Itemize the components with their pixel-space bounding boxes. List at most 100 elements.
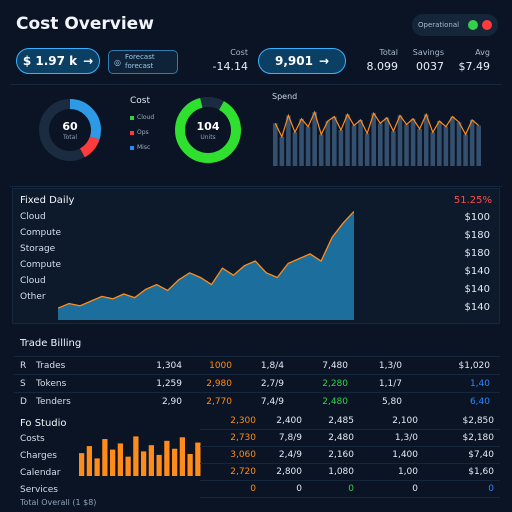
mini-bar [397,115,403,166]
donut-charts [39,97,241,163]
mini-chart-panel: Spend [268,90,500,172]
area-chart-change: 51.25% [453,195,492,206]
bottom-cell: 1,400 [392,450,418,460]
area-right-label: $180 [464,230,490,241]
mini-chart-title: Spend [272,92,298,101]
mini-bar [456,122,462,166]
billing-table: R Trades 1,304 1000 1,8/4 7,480 1,3/0 $1,020 S To… [14,356,500,410]
legend-swatch [130,145,134,150]
table-cell: 2,90 [161,397,182,407]
mini-bar [443,126,449,166]
bottom-bar [179,437,185,476]
mini-bar [437,121,442,166]
mini-bar [305,126,311,166]
mini-bar [325,121,331,166]
table-row[interactable]: S Tokens 1,259 2,980 2,7/9 2,280 1,1/7 1,40 [14,374,500,392]
bottom-bar [141,451,147,476]
donut-panel: 60 Total 104 Units Cost Cloud Ops Misc [14,90,260,172]
bottom-bar [110,449,116,476]
bottom-bar [133,436,139,476]
bottom-bar [148,445,154,476]
arrow-right-icon: → [83,54,94,68]
table-cell: 5,80 [381,397,402,407]
kpi-pill-spend[interactable]: $ 1.97 k → [16,48,100,74]
bottom-cell: 0 [348,484,354,494]
bottom-cell: 0 [412,484,418,494]
row-name: Tenders [36,397,71,407]
mini-bar [371,113,376,166]
forecast-icon: ◎ [114,57,121,67]
bottom-cell: 2,480 [328,433,354,443]
bottom-bar [94,458,100,476]
bottom-title: Fo Studio [20,418,67,429]
area-fill [58,211,354,320]
legend-item: Cloud [130,114,154,121]
area-right-label: $140 [464,266,490,277]
status-label: Operational [418,21,460,29]
mini-bar [292,132,298,166]
donut2-green-arc [175,97,241,163]
area-left-labels: Cloud Compute Storage Compute Cloud Othe… [20,212,61,302]
bottom-bar [117,443,123,476]
bottom-cell: $2,180 [462,433,495,443]
area-left-label: Compute [20,260,62,270]
stat1-value: -14.14 [212,60,248,73]
bottom-labels: Costs Charges Calendar Services [20,434,60,495]
table-cell: $1,020 [458,361,491,371]
bottom-cell: 2,4/9 [278,450,302,460]
stat3-label: Savings [412,48,444,57]
row-divider [200,497,500,498]
legend-item: Ops [130,129,154,136]
mini-bar [364,133,370,166]
bottom-label: Services [20,485,58,495]
legend-label: Misc [137,144,151,151]
bottom-cell: 0 [296,484,302,494]
stat4-value: $7.49 [458,60,491,73]
donut-legend-title: Cost [130,96,151,106]
donut1-blue-arc [39,99,101,161]
bottom-cell: 2,720 [230,467,256,477]
arrow-right-icon: → [318,54,330,68]
status-green-dot [468,20,478,30]
mini-bar [338,130,344,166]
area-chart [58,210,354,320]
table-cell: 1,304 [156,361,182,371]
page-title: Cost Overview [16,14,154,34]
legend-label: Cloud [137,114,155,121]
mini-bar-chart [273,110,481,166]
divider [10,186,502,187]
row-name: Trades [36,361,66,371]
mini-bar [417,128,422,166]
mini-bar [318,134,324,166]
mini-bar [423,114,429,166]
area-line [58,210,354,309]
mini-bar [286,115,291,166]
bottom-bar [125,456,131,476]
area-left-label: Storage [20,244,56,254]
bottom-bar-chart [79,436,201,476]
bottom-cell: $2,850 [462,416,495,426]
stat2-value: 8.099 [366,60,399,73]
mini-bar [312,112,317,166]
table-cell: 1,1/7 [378,379,402,389]
status-indicator[interactable]: Operational [412,14,498,36]
mini-bar [391,131,396,166]
bottom-cell: 2,100 [392,416,418,426]
table-row[interactable]: D Tenders 2,90 2,770 7,4/9 2,480 5,80 6,40 [14,392,500,410]
mini-bar [450,116,455,166]
stat4-label: Avg [475,48,490,57]
mini-bar [279,136,285,166]
stat3-value: 0037 [416,60,444,73]
table-row[interactable]: R Trades 1,304 1000 1,8/4 7,480 1,3/0 $1,020 [14,356,500,374]
kpi-pill-total[interactable]: 9,901 → [258,48,346,74]
mini-bar [384,117,390,166]
forecast-button[interactable]: ◎ Forecast forecast [108,50,178,74]
area-left-label: Cloud [20,276,46,286]
bottom-label: Charges [20,451,57,461]
mini-bar [351,125,357,166]
bottom-cell: 0 [250,484,256,494]
mini-bar [410,118,416,166]
bottom-cell: 2,730 [230,433,256,443]
forecast-button-label: Forecast forecast [124,53,155,70]
table-cell: 2,7/9 [260,379,284,389]
